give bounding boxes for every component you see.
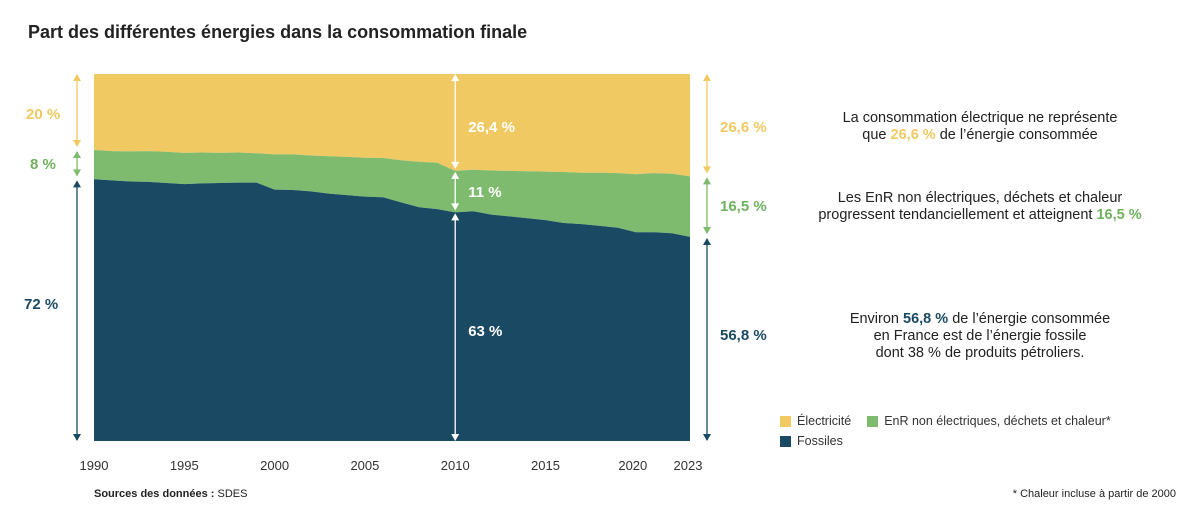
- label-start-electricite: 20 %: [26, 106, 60, 123]
- legend-swatch-enr: [867, 415, 879, 427]
- arrow-mid-electricite-head-bottom: [451, 161, 460, 169]
- area-electricite: [94, 74, 690, 177]
- arrow-end-fossiles-head-top: [703, 237, 711, 245]
- arrow-start-electricite-head-top: [73, 74, 81, 81]
- x-tick-label-1990: 1990: [80, 458, 109, 473]
- description-fossiles-line3: dont 38 % de produits pétroliers.: [875, 345, 1085, 361]
- arrow-mid-fossiles-head-bottom: [451, 434, 460, 441]
- x-tick-label-2000: 2000: [260, 458, 289, 473]
- description-enr-line1: Les EnR non électriques, déchets et chal…: [837, 190, 1123, 206]
- arrow-mid-electricite-head-top: [451, 74, 460, 81]
- label-mid-enr: 11 %: [468, 184, 501, 201]
- description-enr-value: 16,5 %: [1096, 207, 1142, 223]
- arrow-start-enr-head-bottom: [73, 169, 81, 177]
- label-end-enr: 16,5 %: [720, 198, 767, 215]
- description-electricite-pre: que: [862, 127, 891, 143]
- legend-label-fossiles: Fossiles: [797, 434, 843, 448]
- legend-item-enr: EnR non électriques, déchets et chaleur*: [867, 414, 1111, 428]
- description-enr-pre: progressent tendanciellement et atteigne…: [818, 207, 1097, 223]
- x-tick-label-2015: 2015: [531, 458, 560, 473]
- x-tick-label-2010: 2010: [441, 458, 470, 473]
- legend-swatch-electricite: [780, 415, 791, 427]
- arrow-end-electricite-head-bottom: [703, 166, 711, 174]
- chart-title: Part des différentes énergies dans la co…: [28, 22, 528, 42]
- label-mid-fossiles: 63 %: [468, 323, 502, 340]
- label-start-fossiles: 72 %: [24, 296, 58, 313]
- description-electricite-post: de l’énergie consommée: [935, 127, 1098, 143]
- legend-swatch-fossiles: [780, 435, 791, 447]
- description-enr: Les EnR non électriques, déchets et chal…: [780, 190, 1180, 224]
- label-start-enr: 8 %: [30, 156, 56, 173]
- footnote: * Chaleur incluse à partir de 2000: [1012, 488, 1176, 500]
- legend-item-electricite: Électricité: [780, 414, 851, 428]
- arrow-mid-enr-head-top: [451, 171, 460, 179]
- arrow-mid-fossiles-head-top: [451, 213, 460, 221]
- description-electricite-line2: que 26,6 % de l’énergie consommée: [780, 127, 1180, 144]
- description-electricite-line1: La consommation électrique ne représente: [842, 110, 1118, 126]
- label-end-fossiles: 56,8 %: [720, 327, 767, 344]
- legend: Électricité EnR non électriques, déchets…: [780, 411, 1127, 451]
- legend-label-electricite: Électricité: [797, 414, 852, 428]
- arrow-end-enr-head-top: [703, 177, 711, 185]
- arrow-start-enr-head-top: [73, 150, 81, 158]
- description-fossiles-line2: en France est de l’énergie fossile: [873, 328, 1087, 344]
- description-electricite-value: 26,6 %: [890, 127, 936, 143]
- description-fossiles-line1: Environ 56,8 % de l’énergie consommée: [780, 311, 1180, 328]
- source-value: SDES: [217, 488, 248, 500]
- description-electricite: La consommation électrique ne représente…: [780, 110, 1180, 144]
- arrow-end-enr-head-bottom: [703, 226, 711, 234]
- description-enr-line2: progressent tendanciellement et atteigne…: [780, 207, 1180, 224]
- description-fossiles: Environ 56,8 % de l’énergie consommée en…: [780, 311, 1180, 362]
- description-fossiles-value: 56,8 %: [903, 311, 949, 327]
- x-tick-label-1995: 1995: [170, 458, 199, 473]
- label-end-electricite: 26,6 %: [720, 119, 767, 136]
- source-note: Sources des données : SDES: [94, 488, 247, 500]
- x-tick-label-2005: 2005: [350, 458, 379, 473]
- source-label: Sources des données :: [94, 488, 215, 500]
- x-tick-label-2023: 2023: [674, 458, 703, 473]
- arrow-end-fossiles-head-bottom: [703, 434, 711, 441]
- arrow-start-fossiles-head-bottom: [73, 434, 81, 441]
- x-tick-label-2020: 2020: [618, 458, 647, 473]
- legend-label-enr: EnR non électriques, déchets et chaleur*: [884, 414, 1111, 428]
- arrow-start-electricite-head-bottom: [73, 139, 81, 147]
- arrow-end-electricite-head-top: [703, 74, 711, 81]
- legend-item-fossiles: Fossiles: [780, 434, 843, 448]
- description-fossiles-pre: Environ: [849, 311, 904, 327]
- label-mid-electricite: 26,4 %: [468, 119, 515, 136]
- arrow-mid-enr-head-bottom: [451, 203, 460, 211]
- area-fossiles: [94, 179, 690, 442]
- area-enr: [94, 150, 690, 237]
- description-fossiles-post: de l’énergie consommée: [948, 311, 1111, 327]
- arrow-start-fossiles-head-top: [73, 180, 81, 188]
